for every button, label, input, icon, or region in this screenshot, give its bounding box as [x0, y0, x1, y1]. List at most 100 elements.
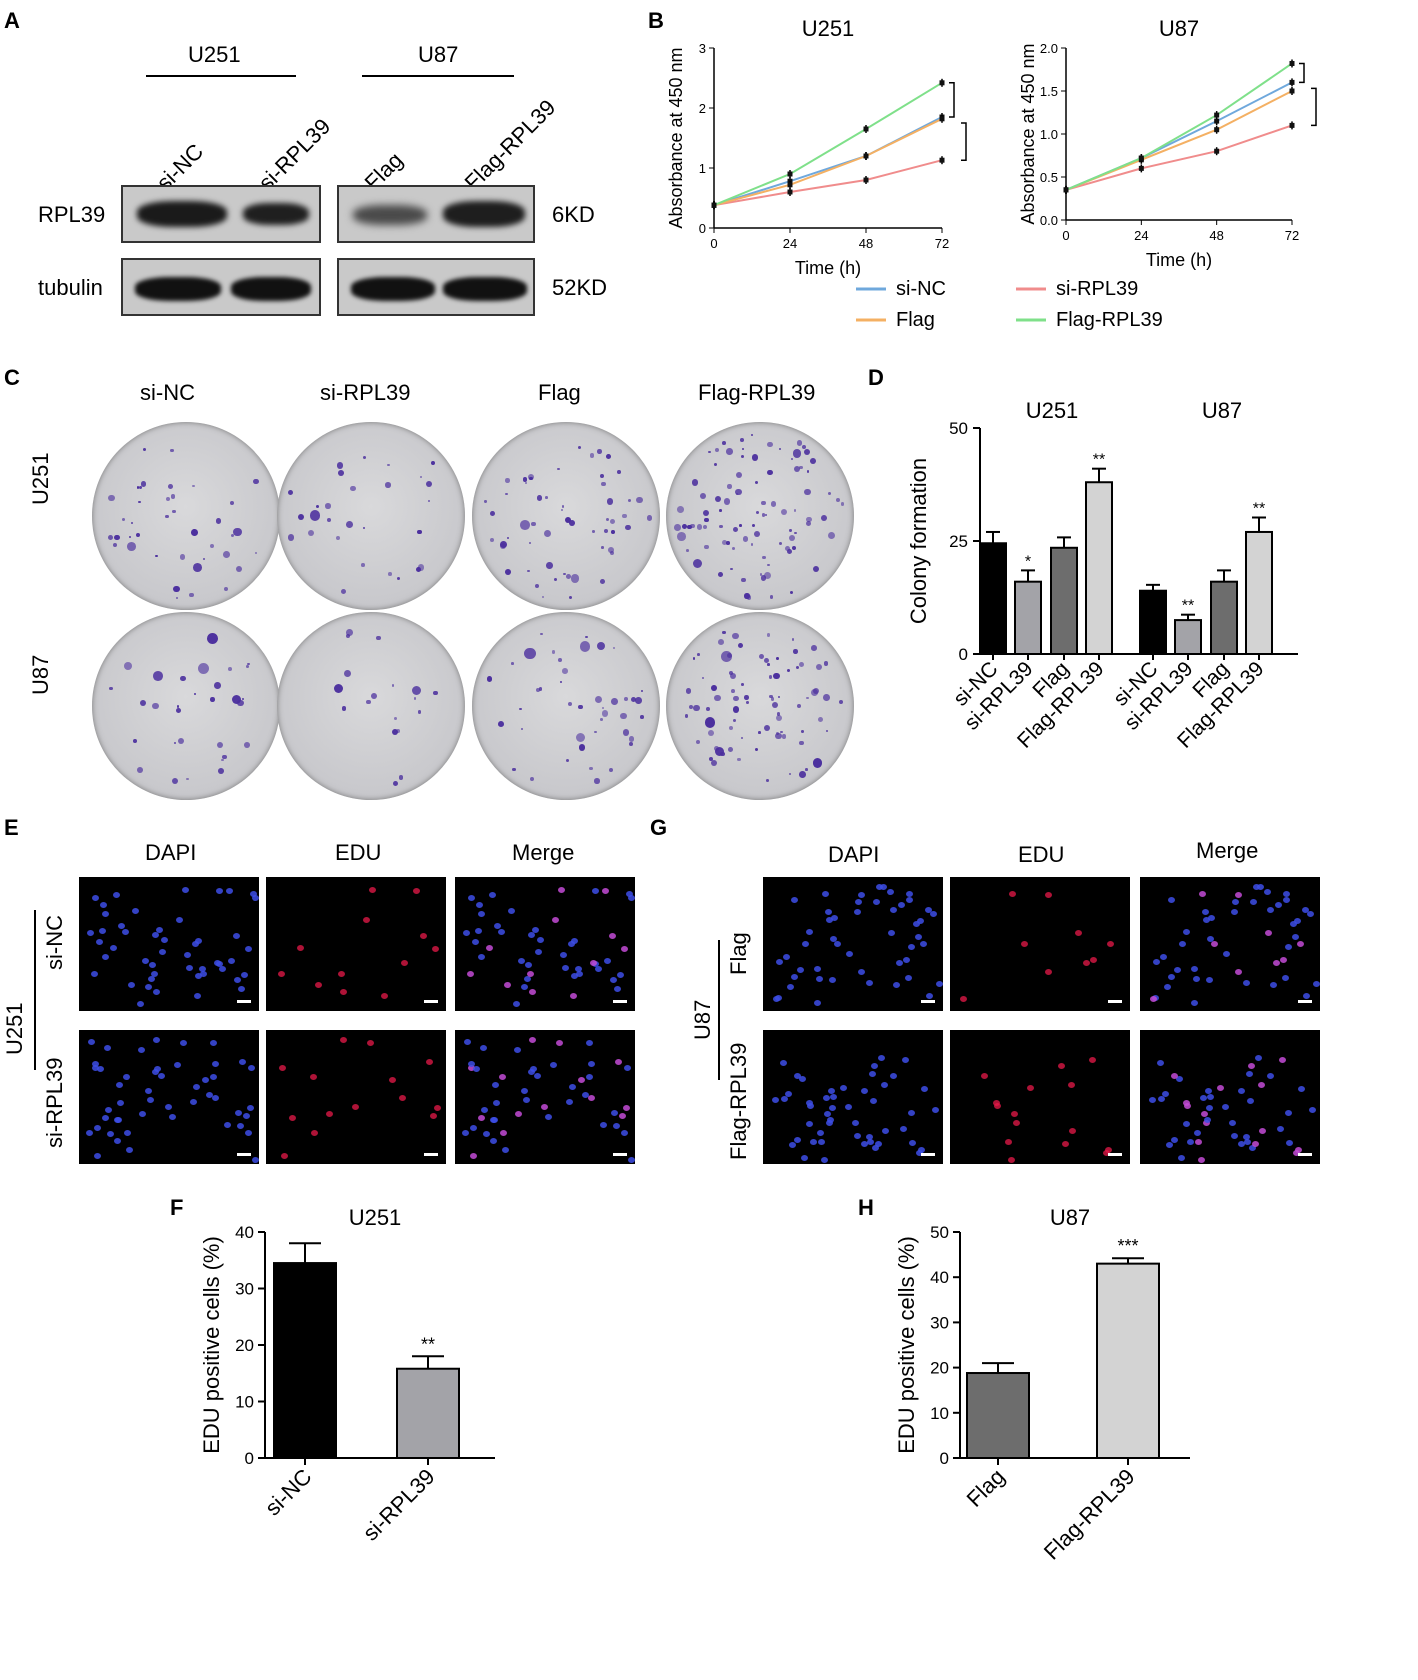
colony [719, 509, 722, 512]
colony [646, 515, 652, 521]
nucleus [277, 970, 285, 977]
significance-label: *** [1117, 1236, 1138, 1256]
nucleus [245, 1129, 253, 1136]
lane-label-flag-rpl39: Flag-RPL39 [459, 94, 561, 196]
scale-bar [424, 1000, 438, 1003]
x-tick-label: Flag-RPL39 [1039, 1464, 1140, 1565]
nucleus [881, 1081, 889, 1088]
nucleus [614, 1059, 622, 1066]
colony [297, 514, 304, 520]
colony [601, 710, 609, 718]
size-label-6kd: 6KD [552, 202, 595, 227]
colony [769, 594, 774, 599]
colony [762, 555, 766, 560]
x-tick-label: 72 [935, 236, 949, 251]
colony [511, 767, 516, 772]
nucleus [194, 972, 202, 979]
colony [567, 702, 572, 707]
colony-dish [277, 612, 465, 800]
nucleus [857, 968, 865, 975]
series-line-si-RPL39 [1065, 124, 1293, 191]
nucleus [1045, 891, 1053, 898]
nucleus [771, 1096, 779, 1103]
nucleus [469, 1153, 477, 1160]
nucleus [830, 1093, 838, 1100]
channel-label-edu-right: EDU [1018, 842, 1065, 867]
colony [835, 498, 840, 503]
colony [677, 531, 686, 541]
colony [759, 654, 765, 660]
colony [813, 565, 820, 572]
colony [733, 695, 739, 702]
nucleus [96, 1066, 104, 1073]
colony [610, 550, 615, 555]
colony [506, 536, 509, 539]
dapi-image [79, 877, 259, 1011]
nucleus [1282, 974, 1290, 981]
colony [764, 513, 768, 517]
nucleus [247, 1064, 255, 1071]
nucleus [1207, 914, 1215, 921]
colony [579, 641, 591, 653]
colony [769, 695, 773, 699]
colony [767, 470, 773, 476]
x-tick-label: si-NC [260, 1464, 317, 1521]
nucleus [875, 1140, 883, 1147]
nucleus [1312, 980, 1320, 987]
nucleus [908, 1139, 916, 1146]
colony [520, 727, 524, 731]
nucleus [107, 1131, 115, 1138]
legend-label-si-NC: si-NC [896, 278, 946, 300]
colony [592, 530, 596, 533]
nucleus [238, 985, 246, 992]
colony [627, 498, 632, 503]
colony [578, 743, 586, 751]
nucleus [594, 966, 602, 973]
nucleus [1280, 957, 1288, 964]
nucleus [1044, 968, 1052, 975]
chart-title: U251 [802, 16, 855, 41]
nucleus [570, 993, 578, 1000]
x-tick-label: Flag [962, 1464, 1010, 1512]
nucleus [565, 1098, 573, 1105]
nucleus [907, 1109, 915, 1116]
bar-Flag-RPL39 [1085, 481, 1113, 655]
nucleus [827, 1088, 835, 1095]
colony [760, 575, 767, 581]
colony [751, 523, 756, 527]
channel-label-edu-left: EDU [335, 840, 382, 865]
colony [722, 539, 728, 545]
colony [735, 493, 738, 496]
nucleus [1207, 1093, 1215, 1100]
nucleus [498, 1074, 506, 1081]
nucleus [164, 1103, 172, 1110]
colony [635, 697, 642, 704]
colony [801, 729, 804, 733]
colony [109, 686, 113, 690]
colony [620, 712, 627, 719]
colony [625, 524, 631, 531]
colony [789, 529, 792, 532]
nucleus [1248, 1144, 1256, 1151]
x-tick-label: 24 [1134, 228, 1148, 243]
nucleus [609, 976, 617, 983]
colony [754, 480, 759, 485]
colony [505, 478, 510, 483]
colony [704, 517, 709, 522]
western-cell-u87: U87 [418, 42, 459, 67]
colony [791, 638, 795, 641]
colony [228, 667, 232, 672]
nucleus [1191, 965, 1199, 972]
nucleus [1228, 1119, 1236, 1126]
colony [531, 521, 536, 526]
y-tick-label: 20 [930, 1359, 949, 1378]
colony [792, 449, 802, 458]
data-point [863, 177, 869, 183]
nucleus [1159, 953, 1167, 960]
dapi-image [763, 1030, 943, 1164]
colony [732, 718, 737, 723]
nucleus [860, 1088, 868, 1095]
series-line-Flag-RPL39 [1065, 62, 1293, 191]
size-label-52kd: 52KD [552, 275, 608, 300]
